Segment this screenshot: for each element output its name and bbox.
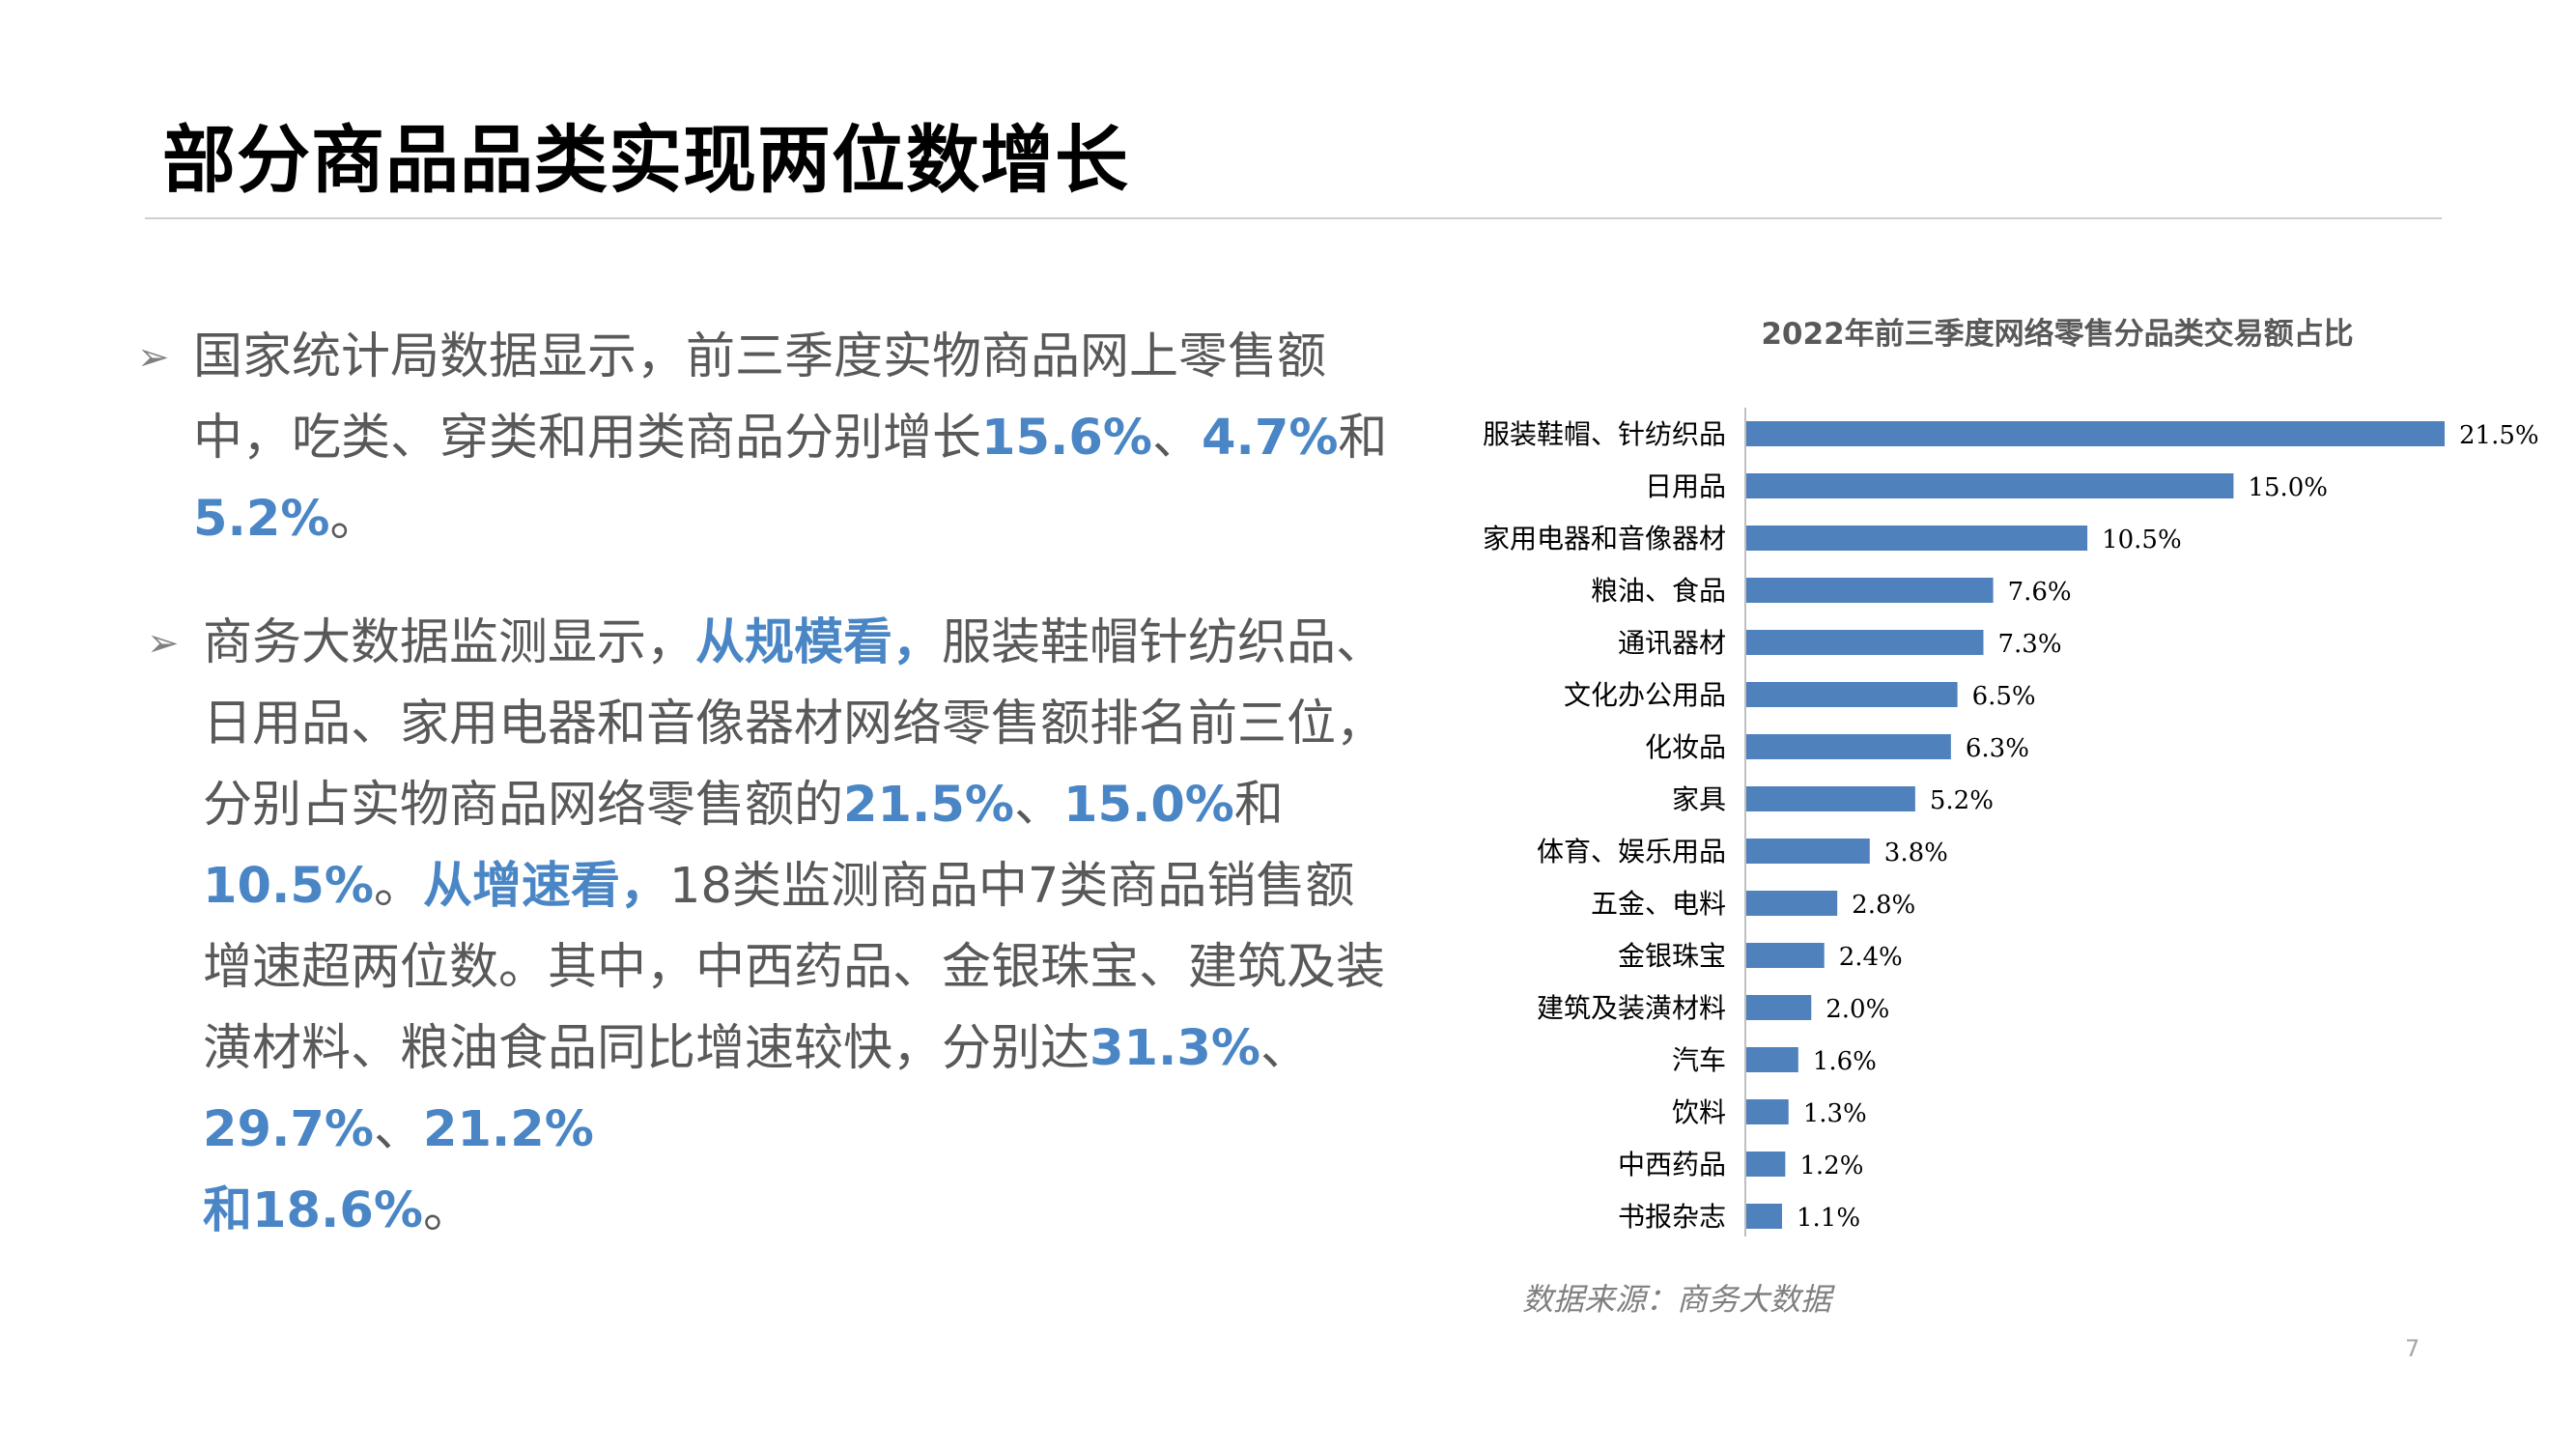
bar (1746, 630, 1984, 655)
data-label: 6.3% (1966, 734, 2029, 763)
p2-text-2: 服装鞋帽针纺织品、日用品、家用电器和音像器材网络零售额排名前三位，分别占实物商品… (203, 614, 1386, 834)
p1-highlight-food-growth: 15.6% (981, 410, 1152, 467)
bar (1746, 473, 2234, 498)
data-label: 2.8% (1852, 891, 1915, 920)
p1-text-2: 、 (1151, 410, 1202, 467)
category-label: 中西药品 (1618, 1149, 1726, 1180)
bar (1746, 891, 1838, 916)
data-label: 1.2% (1799, 1151, 1863, 1180)
category-label: 化妆品 (1645, 731, 1726, 763)
bar (1746, 1099, 1789, 1124)
bar (1746, 1047, 1798, 1072)
page-number: 7 (2405, 1335, 2420, 1362)
slide-title: 部分商品品类实现两位数增长 (162, 117, 1129, 203)
arrow-bullet-icon: ➢ (147, 621, 180, 666)
data-label: 5.2% (1930, 786, 1994, 815)
category-label: 五金、电料 (1591, 888, 1726, 920)
p2-highlight-growth-heading: 从增速看， (422, 858, 669, 915)
bar (1746, 1151, 1786, 1177)
bar (1746, 839, 1870, 864)
p2-highlight-share-1: 21.5% (843, 777, 1014, 834)
p2-highlight-scale: 从规模看， (695, 614, 943, 671)
paragraph-national-statistics: ➢ 国家统计局数据显示，前三季度实物商品网上零售额中，吃类、穿类和用类商品分别增长… (137, 317, 1410, 560)
bar (1746, 578, 1994, 603)
category-label: 家具 (1672, 783, 1726, 815)
p2-highlight-share-3: 10.5% (203, 858, 374, 915)
p1-text-1: 国家统计局数据显示，前三季度实物商品网上零售额中，吃类、穿类和用类商品分别增长 (193, 328, 1327, 467)
bar (1746, 526, 2088, 551)
p1-text-3: 和 (1338, 410, 1388, 467)
category-label: 日用品 (1645, 470, 1726, 502)
p2-text-9: 。 (422, 1182, 472, 1239)
p1-highlight-clothing-growth: 4.7% (1201, 410, 1339, 467)
p2-text-8: 、 (373, 1101, 423, 1158)
data-label: 1.3% (1803, 1099, 1867, 1128)
p2-highlight-rate-4: 和18.6% (203, 1182, 423, 1239)
paragraph-commerce-bigdata: ➢ 商务大数据监测显示，从规模看，服装鞋帽针纺织品、日用品、家用电器和音像器材网络… (147, 603, 1391, 1252)
data-label: 7.3% (1997, 630, 2061, 659)
p2-text-5: 。 (373, 858, 423, 915)
bar (1746, 421, 2445, 446)
data-label: 21.5% (2459, 421, 2539, 450)
category-label: 文化办公用品 (1564, 679, 1726, 711)
p2-highlight-rate-2: 29.7% (203, 1101, 374, 1158)
category-label: 通讯器材 (1618, 627, 1726, 659)
source-note: 数据来源：商务大数据 (1522, 1281, 1832, 1318)
category-label: 建筑及装潢材料 (1537, 992, 1726, 1024)
category-label: 粮油、食品 (1591, 575, 1726, 607)
p2-text-4: 和 (1233, 777, 1284, 834)
data-label: 3.8% (1884, 839, 1948, 867)
category-label: 金银珠宝 (1618, 940, 1726, 972)
bar (1746, 786, 1915, 811)
data-label: 2.4% (1839, 943, 1903, 972)
p1-text-4: 。 (329, 491, 380, 548)
data-label: 10.5% (2102, 526, 2182, 554)
p2-text-1: 商务大数据监测显示， (203, 614, 696, 671)
category-label: 书报杂志 (1618, 1201, 1726, 1233)
bar (1746, 682, 1958, 707)
chart-title: 2022年前三季度网络零售分品类交易额占比 (1761, 317, 2354, 352)
title-divider (145, 217, 2442, 219)
bar (1746, 943, 1825, 968)
bar (1746, 1204, 1782, 1229)
p2-highlight-share-2: 15.0% (1062, 777, 1234, 834)
bar-chart: 服装鞋帽、针纺织品 21.5% 日用品 15.0% 家用电器和音像器材 10.5% 粮油、食… (1483, 408, 2539, 1237)
p1-highlight-goods-growth: 5.2% (193, 491, 330, 548)
bar (1746, 734, 1951, 759)
category-label: 家用电器和音像器材 (1483, 523, 1726, 554)
p2-text-3: 、 (1013, 777, 1063, 834)
data-label: 2.0% (1826, 995, 1889, 1024)
data-label: 1.1% (1797, 1204, 1860, 1233)
category-label: 汽车 (1672, 1044, 1726, 1076)
p2-text-6: 18类监测商品中7类商品销售额增速超两位数。其中，中西药品、金银珠宝、建筑及装潢… (203, 858, 1386, 1077)
arrow-bullet-icon: ➢ (137, 335, 170, 380)
data-label: 6.5% (1972, 682, 2036, 711)
data-label: 1.6% (1813, 1047, 1877, 1076)
p2-text-7: 、 (1260, 1020, 1310, 1077)
category-label: 饮料 (1672, 1096, 1726, 1128)
p2-highlight-rate-1: 31.3% (1090, 1020, 1260, 1077)
p2-highlight-rate-3: 21.2% (422, 1101, 594, 1158)
bar (1746, 995, 1812, 1020)
data-label: 7.6% (2008, 578, 2072, 607)
category-label: 服装鞋帽、针纺织品 (1483, 418, 1726, 450)
data-label: 15.0% (2248, 473, 2328, 502)
category-label: 体育、娱乐用品 (1537, 836, 1726, 867)
